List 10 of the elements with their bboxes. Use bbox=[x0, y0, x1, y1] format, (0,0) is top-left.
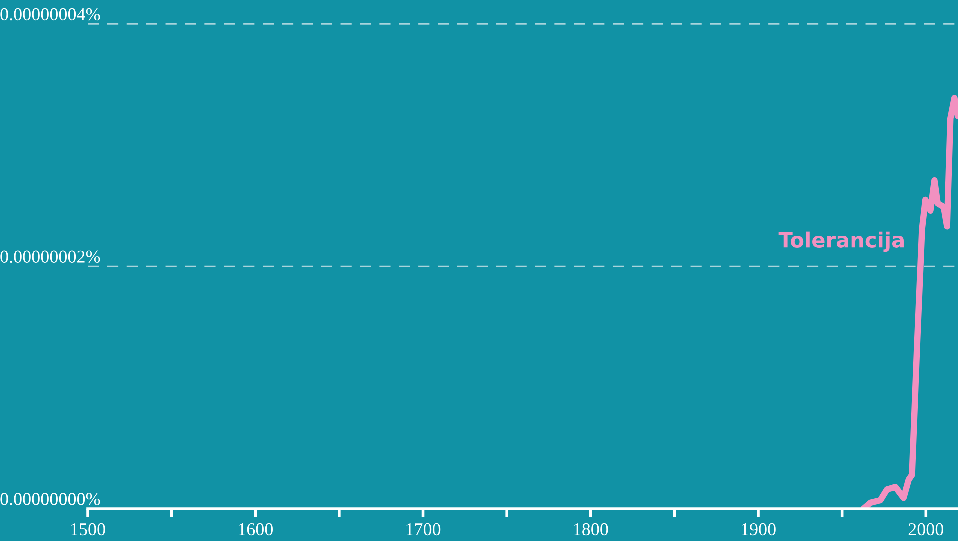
y-tick-label: 0.00000004% bbox=[0, 8, 100, 21]
series-label: Tolerancija bbox=[778, 232, 904, 252]
x-tick-label: 1900 bbox=[742, 523, 776, 536]
y-tick-label: 0.00000000% bbox=[0, 493, 100, 506]
x-tick-label: 1600 bbox=[239, 523, 273, 536]
x-tick-label: 1700 bbox=[406, 523, 441, 536]
x-tick-label: 1500 bbox=[72, 523, 106, 536]
x-tick-label: 2000 bbox=[908, 523, 944, 536]
y-tick-label: 0.00000002% bbox=[0, 250, 100, 264]
x-tick-label: 1800 bbox=[574, 523, 608, 536]
